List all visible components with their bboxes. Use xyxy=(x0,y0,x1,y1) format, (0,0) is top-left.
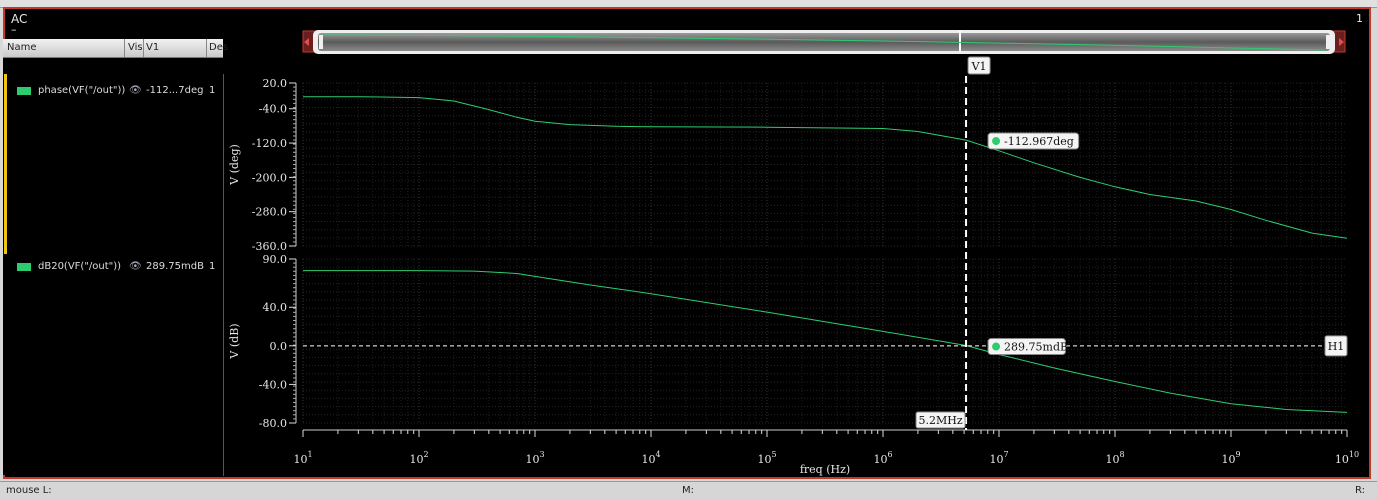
trace-design: 1 xyxy=(209,85,216,96)
window-title: AC xyxy=(11,12,28,26)
trace-marker-value: 289.75mdB xyxy=(146,261,204,272)
status-mouse-right: R: xyxy=(1355,485,1366,496)
status-mouse-left: mouse L: xyxy=(6,485,52,496)
header-vis[interactable]: Vis xyxy=(128,42,143,53)
header-des[interactable]: Des xyxy=(209,42,229,53)
trace-design: 1 xyxy=(209,261,216,272)
title-dash: – xyxy=(11,23,17,36)
trace-marker-value: -112...7deg xyxy=(146,85,204,96)
eye-icon[interactable]: 👁 xyxy=(129,85,142,96)
eye-icon[interactable]: 👁 xyxy=(129,261,142,272)
status-mouse-middle: M: xyxy=(682,485,694,496)
panel-divider[interactable] xyxy=(223,74,224,476)
status-bar: mouse L: M: R: xyxy=(0,481,1377,499)
legend-header: Name Vis V1 Des xyxy=(3,39,228,58)
header-name[interactable]: Name xyxy=(7,42,37,53)
trace-name: phase(VF("/out")) xyxy=(38,85,126,96)
trace-color-swatch xyxy=(17,87,31,95)
selection-indicator xyxy=(4,74,7,254)
header-v1[interactable]: V1 xyxy=(146,42,160,53)
trace-color-swatch xyxy=(17,263,31,271)
trace-name: dB20(VF("/out")) xyxy=(38,261,122,272)
subwindow-number: 1 xyxy=(1356,12,1363,25)
legend-panel: phase(VF("/out")) 👁 -112...7deg 1 dB20(V… xyxy=(3,58,223,475)
